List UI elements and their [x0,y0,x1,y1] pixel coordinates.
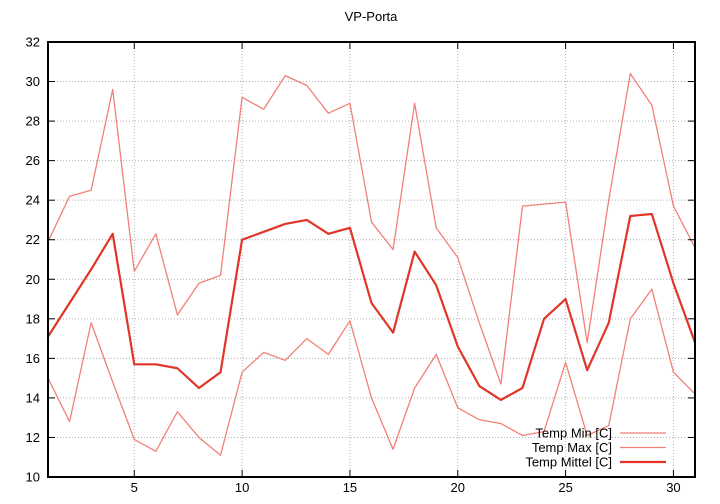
x-tick-label: 5 [131,480,138,495]
grid-layer [48,42,695,477]
series-temp-max-c [47,72,696,385]
y-tick-label: 32 [26,35,40,50]
label-layer: 10 12 14 16 18 20 22 24 26 28 30 32 5 10 15 20 25 30 [26,35,681,496]
legend-item: Temp Max [C] [532,440,666,455]
x-tick-label: 30 [666,480,680,495]
y-tick-label: 22 [26,232,40,247]
plot-border [47,41,696,478]
series-layer [46,72,697,456]
y-tick-label: 20 [26,272,40,287]
y-tick-label: 16 [26,351,40,366]
legend: Temp Min [C]Temp Max [C]Temp Mittel [C] [525,426,666,470]
legend-label: Temp Max [C] [532,440,612,455]
x-tick-label: 15 [343,480,357,495]
y-tick-label: 28 [26,114,40,129]
y-tick-label: 24 [26,193,40,208]
chart-title: VP-Porta [345,9,399,24]
series-temp-min-c [47,288,696,456]
series-temp-mittel-c [46,212,697,401]
y-tick-label: 10 [26,470,40,485]
legend-item: Temp Mittel [C] [525,455,666,470]
y-tick-label: 26 [26,153,40,168]
legend-item: Temp Min [C] [535,426,666,441]
y-tick-label: 12 [26,430,40,445]
x-tick-label: 10 [235,480,249,495]
x-tick-label: 20 [451,480,465,495]
legend-label: Temp Mittel [C] [525,455,612,470]
x-tick-label: 25 [558,480,572,495]
y-tick-label: 30 [26,74,40,89]
legend-label: Temp Min [C] [535,426,612,441]
y-tick-label: 14 [26,390,40,405]
tick-layer [48,41,695,478]
y-tick-label: 18 [26,311,40,326]
